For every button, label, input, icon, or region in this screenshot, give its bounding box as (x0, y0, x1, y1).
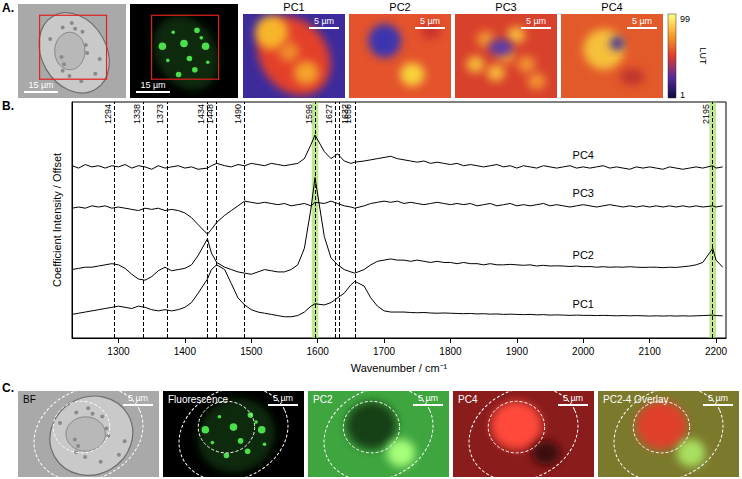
svg-text:1800: 1800 (439, 346, 462, 357)
svg-text:5 µm: 5 µm (420, 16, 440, 26)
svg-text:PC4: PC4 (458, 394, 478, 405)
svg-text:PC2: PC2 (573, 249, 594, 261)
svg-text:PC1: PC1 (573, 298, 594, 310)
svg-text:PC4: PC4 (573, 149, 594, 161)
svg-text:5 µm: 5 µm (563, 393, 583, 403)
svg-text:2100: 2100 (639, 346, 662, 357)
svg-text:PC3: PC3 (573, 187, 594, 199)
svg-text:1300: 1300 (107, 346, 130, 357)
svg-text:Coefficient Intensity / Offset: Coefficient Intensity / Offset (51, 153, 63, 287)
svg-text:1: 1 (680, 90, 685, 100)
svg-text:PC2-4 Overlay: PC2-4 Overlay (603, 394, 669, 405)
svg-text:Wavenumber / cm⁻¹: Wavenumber / cm⁻¹ (351, 362, 448, 374)
svg-text:1490: 1490 (233, 104, 243, 124)
svg-text:B.: B. (2, 99, 14, 113)
svg-text:5 µm: 5 µm (708, 393, 728, 403)
svg-text:2000: 2000 (572, 346, 595, 357)
svg-text:5 µm: 5 µm (314, 16, 334, 26)
svg-text:15 µm: 15 µm (28, 80, 53, 90)
svg-text:Fluorescence: Fluorescence (168, 394, 228, 405)
svg-text:PC2: PC2 (313, 394, 333, 405)
svg-text:1900: 1900 (506, 346, 529, 357)
svg-text:1500: 1500 (240, 346, 263, 357)
svg-text:1656: 1656 (343, 104, 353, 124)
svg-text:1294: 1294 (103, 104, 113, 124)
svg-text:5 µm: 5 µm (128, 393, 148, 403)
svg-text:1627: 1627 (324, 104, 334, 124)
svg-text:99: 99 (680, 14, 690, 24)
svg-text:1600: 1600 (307, 346, 330, 357)
svg-text:PC2: PC2 (389, 1, 410, 13)
svg-text:BF: BF (23, 394, 36, 405)
svg-text:A.: A. (2, 1, 14, 15)
svg-text:LUT: LUT (698, 47, 708, 65)
svg-text:15 µm: 15 µm (140, 80, 165, 90)
svg-text:5 µm: 5 µm (418, 393, 438, 403)
svg-text:PC4: PC4 (601, 1, 622, 13)
svg-text:1448: 1448 (205, 104, 215, 124)
svg-text:2195: 2195 (701, 104, 711, 124)
svg-text:5 µm: 5 µm (273, 393, 293, 403)
svg-text:1700: 1700 (373, 346, 396, 357)
svg-text:C.: C. (2, 381, 14, 395)
svg-text:PC1: PC1 (283, 1, 304, 13)
svg-text:1596: 1596 (304, 104, 314, 124)
svg-text:5 µm: 5 µm (526, 16, 546, 26)
svg-text:2200: 2200 (705, 346, 728, 357)
svg-text:1373: 1373 (155, 104, 165, 124)
svg-text:1400: 1400 (174, 346, 197, 357)
svg-text:1434: 1434 (195, 104, 206, 124)
svg-text:1338: 1338 (132, 104, 142, 124)
svg-text:5 µm: 5 µm (632, 16, 652, 26)
svg-text:PC3: PC3 (495, 1, 516, 13)
